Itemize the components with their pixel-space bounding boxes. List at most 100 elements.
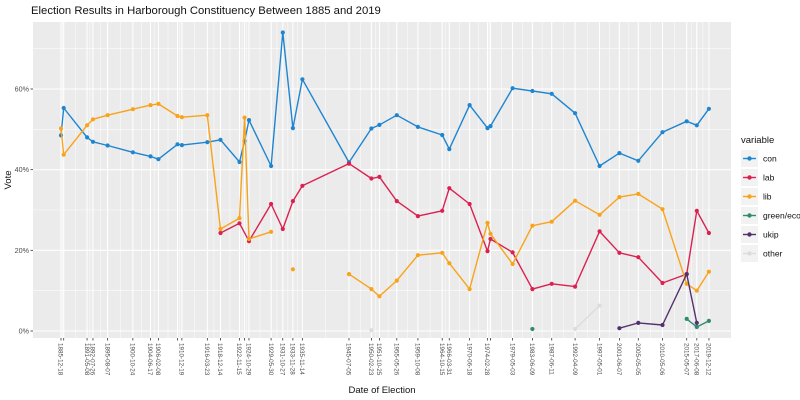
point-other — [597, 303, 602, 308]
point-lab — [447, 186, 452, 191]
point-lib — [660, 207, 665, 212]
point-lib — [694, 288, 699, 293]
point-lib — [90, 117, 96, 122]
legend-marker-point-green-eco — [747, 213, 752, 218]
point-lab — [510, 250, 515, 255]
point-lab — [369, 176, 374, 181]
x-tick-label: 1892-07-26 — [89, 343, 96, 376]
x-tick-label: 1910-12-19 — [178, 343, 185, 376]
point-lib — [530, 223, 535, 228]
point-lib — [242, 115, 247, 120]
point-lib — [440, 250, 445, 255]
point-lib — [346, 272, 352, 277]
point-con — [485, 126, 490, 131]
point-lab — [440, 208, 445, 213]
x-tick-label: 1924-10-29 — [245, 343, 252, 376]
point-con — [85, 135, 90, 140]
x-tick-label: 1885-12-18 — [57, 343, 64, 376]
legend: variable con lab lib green/eco ukip other — [741, 135, 800, 262]
x-tick-label: 1895-08-07 — [103, 343, 110, 376]
x-tick-label: 1987-06-11 — [547, 343, 554, 375]
x-tick-label: 1931-10-27 — [278, 343, 285, 376]
point-lab — [636, 255, 641, 260]
point-lib — [706, 269, 712, 274]
point-con — [694, 123, 699, 128]
point-ukip — [684, 272, 689, 277]
point-lib — [105, 113, 110, 118]
point-con — [636, 158, 641, 163]
point-lib — [447, 261, 452, 266]
point-con — [130, 150, 135, 155]
point-con — [617, 151, 622, 156]
point-lab — [280, 226, 285, 232]
point-lab — [377, 174, 382, 179]
point-ukip — [617, 326, 622, 331]
x-tick-label: 1916-03-23 — [203, 343, 210, 376]
point-ukip — [694, 320, 699, 325]
point-lab — [415, 214, 420, 219]
point-lib — [130, 107, 135, 112]
point-lab — [218, 230, 223, 236]
x-tick-label: 1922-11-15 — [235, 343, 242, 375]
x-tick-label: 1918-12-14 — [216, 343, 223, 376]
point-lab — [467, 201, 472, 207]
x-tick-label: 2005-05-05 — [634, 343, 641, 376]
point-con — [467, 103, 472, 108]
point-lab — [300, 183, 305, 188]
point-lib — [377, 294, 382, 299]
point-lab — [394, 199, 399, 204]
point-con — [105, 143, 110, 148]
point-other — [573, 326, 578, 332]
point-lab — [290, 199, 295, 204]
point-lab — [488, 236, 493, 242]
point-lib — [510, 261, 515, 267]
point-lib — [58, 126, 64, 131]
point-lib — [156, 101, 161, 106]
x-tick-label: 1906-02-08 — [154, 343, 161, 376]
x-tick-label: 2019-12-12 — [705, 343, 712, 376]
point-con — [179, 143, 184, 148]
point-lab — [706, 230, 712, 236]
point-con — [175, 142, 180, 147]
point-lib — [85, 123, 90, 128]
point-lab — [597, 229, 602, 234]
legend-label-other: other — [763, 249, 783, 259]
point-con — [90, 139, 96, 144]
x-tick-label: 2015-05-07 — [682, 343, 689, 376]
point-con — [597, 163, 602, 169]
series-line-other — [574, 305, 601, 330]
legend-label-con: con — [763, 154, 777, 164]
point-lib — [617, 195, 622, 200]
point-con — [377, 122, 382, 127]
point-lib — [61, 152, 66, 157]
point-lab — [617, 250, 622, 255]
point-lib — [179, 115, 184, 120]
point-lib — [394, 278, 399, 283]
point-con — [684, 119, 689, 124]
point-con — [369, 126, 374, 131]
point-lab — [660, 280, 665, 286]
legend-marker-point-lib — [747, 194, 752, 199]
point-con — [706, 106, 712, 111]
x-tick-label: 1964-10-15 — [438, 343, 445, 376]
x-tick-label: 1983-06-09 — [528, 343, 535, 376]
point-ukip — [660, 322, 665, 328]
x-tick-label: 1933-11-28 — [289, 343, 296, 375]
point-other — [369, 328, 374, 333]
x-tick-label: 1997-05-01 — [595, 343, 602, 376]
legend-label-ukip: ukip — [763, 230, 779, 240]
point-lib — [549, 219, 554, 224]
x-tick-label: 1979-05-03 — [508, 343, 515, 376]
point-con — [290, 126, 295, 131]
x-tick-label: 1950-02-23 — [367, 343, 374, 376]
point-lab — [573, 284, 578, 289]
point-con — [510, 86, 515, 91]
series-line-con — [60, 31, 710, 167]
point-con — [415, 124, 420, 129]
y-tick-label: 20% — [15, 246, 30, 255]
x-tick-label: 1951-10-25 — [375, 343, 382, 376]
point-con — [156, 157, 161, 162]
x-tick-label: 2010-05-06 — [658, 343, 665, 376]
x-tick-label: 1900-10-24 — [129, 343, 136, 376]
